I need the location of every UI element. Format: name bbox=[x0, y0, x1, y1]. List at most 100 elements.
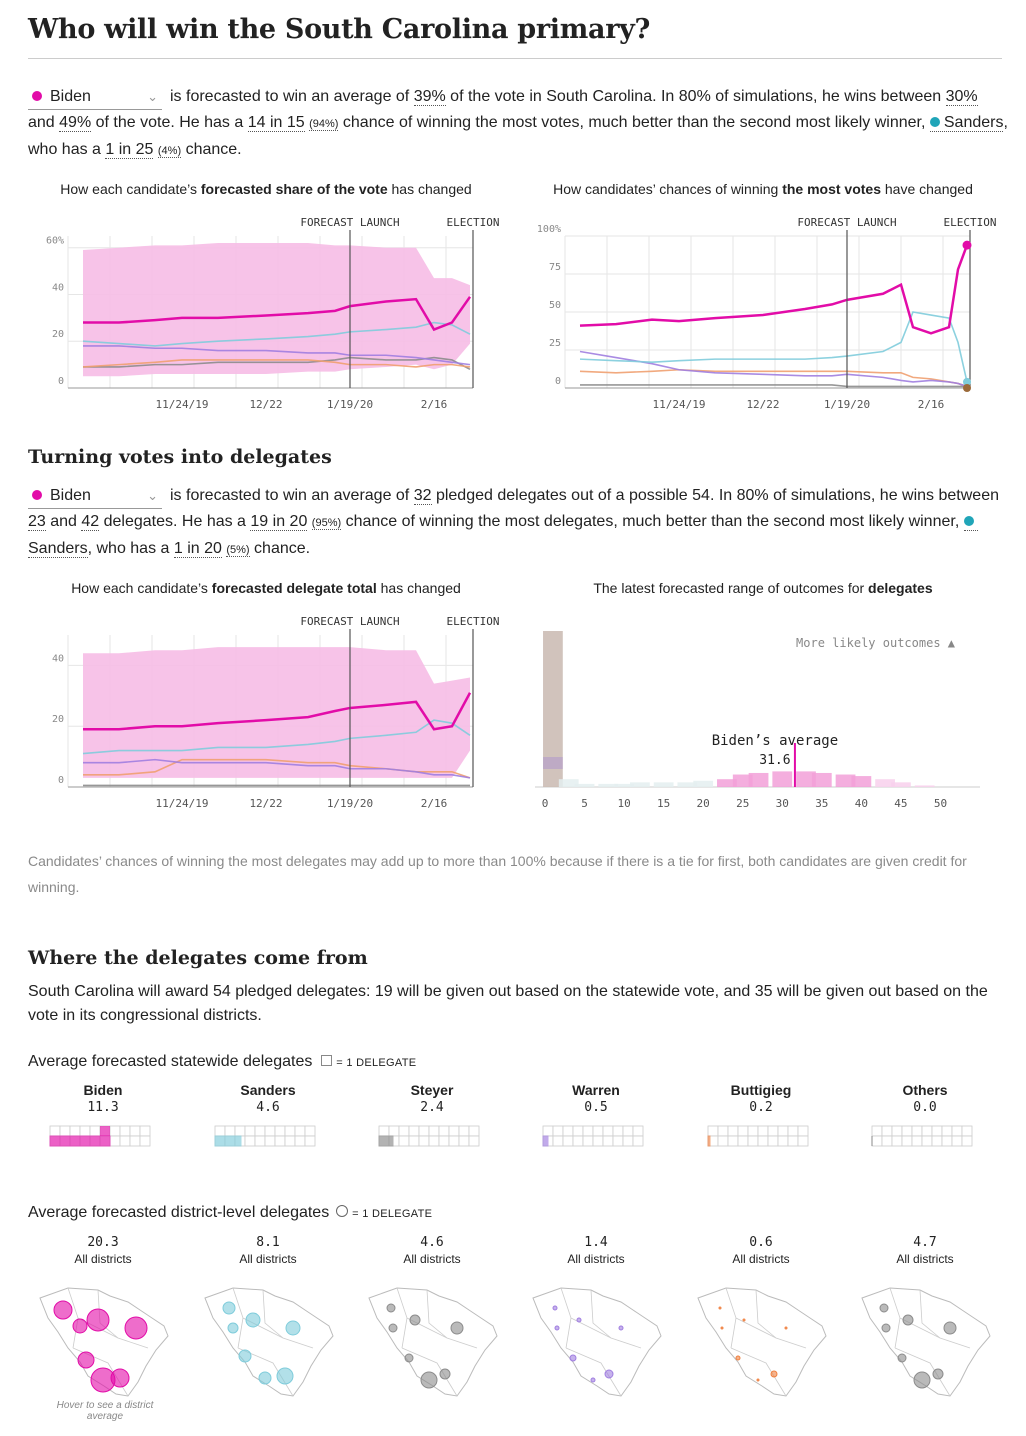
district-border bbox=[899, 1317, 971, 1349]
biden-end-dot bbox=[962, 240, 972, 250]
delegate-range-bar bbox=[598, 783, 619, 787]
district-map[interactable] bbox=[686, 1278, 836, 1403]
delegate-square bbox=[901, 1135, 913, 1147]
district-delegate-circle[interactable] bbox=[932, 1368, 944, 1380]
delegate-square bbox=[562, 1125, 574, 1137]
district-delegate-circle[interactable] bbox=[770, 1370, 778, 1378]
district-delegate-circle[interactable] bbox=[897, 1353, 907, 1363]
district-delegate-circle[interactable] bbox=[86, 1308, 110, 1332]
delegate-square bbox=[602, 1125, 614, 1137]
district-border bbox=[406, 1317, 478, 1349]
other-end-dot bbox=[963, 384, 971, 392]
district-delegate-circle[interactable] bbox=[72, 1318, 88, 1334]
delegate-square bbox=[264, 1125, 276, 1137]
candidate-dropdown[interactable]: Biden ⌄ bbox=[28, 84, 162, 110]
candidate-dropdown[interactable]: Biden ⌄ bbox=[28, 483, 162, 509]
delegate-squares bbox=[871, 1125, 973, 1147]
district-value: 4.7 bbox=[913, 1235, 937, 1250]
district-delegate-circle[interactable] bbox=[258, 1371, 272, 1385]
candidate-value: 0.5 bbox=[584, 1100, 608, 1115]
candidate-dot-icon bbox=[32, 91, 42, 101]
district-delegate-circle[interactable] bbox=[245, 1312, 261, 1328]
district-delegate-circle[interactable] bbox=[742, 1318, 746, 1322]
district-delegate-circle[interactable] bbox=[618, 1325, 624, 1331]
delegate-square bbox=[727, 1125, 739, 1137]
district-label: All districts bbox=[732, 1252, 790, 1266]
district-delegate-circle[interactable] bbox=[409, 1314, 421, 1326]
district-delegate-circle[interactable] bbox=[576, 1317, 582, 1323]
delegate-square bbox=[254, 1125, 266, 1137]
district-delegate-circle[interactable] bbox=[756, 1378, 760, 1382]
warren-line bbox=[579, 350, 968, 388]
district-delegate-circle[interactable] bbox=[879, 1303, 889, 1313]
delegate-fill bbox=[707, 1135, 711, 1147]
district-delegate-circle[interactable] bbox=[590, 1377, 596, 1383]
hover-hint: Hover to see a district average bbox=[56, 1400, 154, 1422]
delegate-square bbox=[911, 1125, 923, 1137]
district-delegate-circle[interactable] bbox=[881, 1323, 891, 1333]
district-delegate-circle[interactable] bbox=[404, 1353, 414, 1363]
delegate-squares bbox=[378, 1125, 480, 1147]
district-delegate-circle[interactable] bbox=[718, 1306, 722, 1310]
district-delegate-circle[interactable] bbox=[784, 1326, 788, 1330]
district-delegate-circle[interactable] bbox=[720, 1326, 724, 1330]
district-border bbox=[735, 1317, 807, 1349]
district-delegate-circle[interactable] bbox=[238, 1349, 252, 1363]
delegate-square bbox=[304, 1135, 316, 1147]
district-delegate-circle[interactable] bbox=[276, 1367, 294, 1385]
district-delegate-circle[interactable] bbox=[604, 1369, 614, 1379]
district-delegate-circle[interactable] bbox=[388, 1323, 398, 1333]
district-delegate-circle[interactable] bbox=[552, 1305, 558, 1311]
district-delegate-circle[interactable] bbox=[285, 1320, 301, 1336]
x-tick-label: 11/24/19 bbox=[653, 398, 706, 411]
win-chance-chart[interactable]: FORECAST LAUNCH ELECTION 0 25 50 75 100% 11/24/… bbox=[525, 212, 1005, 418]
delegate-square bbox=[89, 1125, 101, 1137]
district-map[interactable] bbox=[357, 1278, 507, 1403]
district-label: All districts bbox=[403, 1252, 461, 1266]
district-map[interactable] bbox=[28, 1278, 178, 1403]
district-delegate-circle[interactable] bbox=[420, 1371, 438, 1389]
forecast-launch-label: FORECAST LAUNCH bbox=[300, 615, 399, 628]
district-border bbox=[565, 1347, 622, 1397]
district-delegate-circle[interactable] bbox=[450, 1321, 464, 1335]
y-tick-label: 0 bbox=[58, 775, 64, 786]
uncertainty-band bbox=[83, 647, 470, 778]
district-delegate-circle[interactable] bbox=[554, 1325, 560, 1331]
statewide-candidate: Steyer 2.4 bbox=[357, 1082, 507, 1149]
district-delegate-circle[interactable] bbox=[943, 1321, 957, 1335]
delegate-square bbox=[891, 1135, 903, 1147]
second-candidate-link[interactable]: Sanders bbox=[929, 114, 1004, 132]
delegate-squares bbox=[707, 1125, 809, 1147]
biden-line bbox=[83, 692, 472, 731]
delegate-square bbox=[737, 1125, 749, 1137]
delegate-square bbox=[214, 1125, 226, 1137]
sanders-line bbox=[82, 719, 471, 755]
district-delegate-circle[interactable] bbox=[913, 1371, 931, 1389]
delegate-square bbox=[787, 1125, 799, 1137]
district-delegate-circle[interactable] bbox=[53, 1300, 73, 1320]
warren-line bbox=[83, 345, 471, 366]
district-delegate-circle[interactable] bbox=[386, 1303, 396, 1313]
delegate-range-chart-title: The latest forecasted range of outcomes … bbox=[593, 580, 933, 596]
second-candidate-link[interactable]: Sanders bbox=[28, 513, 978, 558]
delegate-range-bar bbox=[717, 779, 737, 787]
district-map[interactable] bbox=[521, 1278, 671, 1403]
district-delegate-circle[interactable] bbox=[902, 1314, 914, 1326]
district-delegate-circle[interactable] bbox=[569, 1354, 577, 1362]
delegate-range-chart[interactable]: Biden’s average 31.6 More likely outcomes … bbox=[525, 611, 1005, 817]
district-delegate-circle[interactable] bbox=[227, 1322, 239, 1334]
district-map[interactable] bbox=[193, 1278, 343, 1403]
district-delegate-circle[interactable] bbox=[735, 1355, 741, 1361]
district-map[interactable] bbox=[850, 1278, 1000, 1403]
delegate-square bbox=[612, 1135, 624, 1147]
district-delegate-circle[interactable] bbox=[124, 1316, 148, 1340]
x-tick-label: 0 bbox=[542, 797, 549, 810]
footnote: Candidates’ chances of winning the most … bbox=[28, 853, 967, 895]
delegate-total-chart[interactable]: FORECAST LAUNCH ELECTION 0 20 40 11/24/19 12/2… bbox=[28, 611, 508, 817]
title-divider bbox=[28, 58, 1002, 59]
vote-share-chart[interactable]: FORECAST LAUNCH ELECTION 0 20 40 60% 11/24/19 1… bbox=[28, 212, 508, 418]
district-delegate-circle[interactable] bbox=[77, 1351, 95, 1369]
district-delegate-circle[interactable] bbox=[439, 1368, 451, 1380]
district-delegate-circle[interactable] bbox=[222, 1301, 236, 1315]
district-delegate-circle[interactable] bbox=[110, 1368, 130, 1388]
